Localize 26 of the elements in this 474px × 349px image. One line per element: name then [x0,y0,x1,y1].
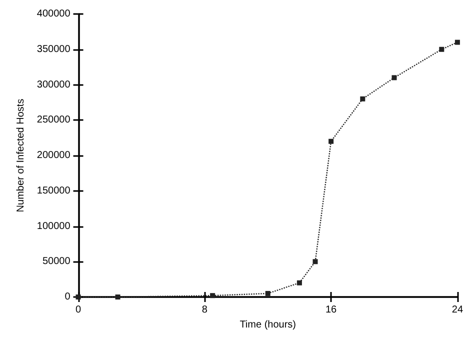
x-tick-label: 8 [202,304,208,316]
y-tick-label: 50000 [42,256,71,268]
y-tick-label: 200000 [36,150,71,161]
point [76,294,81,300]
y-tick-label: 0 [64,292,71,302]
point [210,293,216,298]
y-tick-label: 400000 [36,8,71,20]
x-tick-label: 0 [75,304,82,316]
point [454,40,460,45]
point [392,75,397,80]
point [265,290,270,296]
y-tick-label: 250000 [36,114,71,126]
point [328,138,334,144]
point [439,46,444,52]
y-tick-label: 150000 [36,185,71,196]
point [312,259,318,264]
point [296,280,302,286]
y-tick-label: 350000 [36,44,71,55]
x-tick-label: 24 [452,304,464,316]
y-tick-label: 300000 [36,79,71,90]
y-axis-title: Number of Infected Hosts [16,98,26,212]
x-tick-label: 16 [325,304,338,316]
point [115,294,120,300]
y-tick-label: 100000 [36,220,71,232]
x-axis-title: Time (hours) [240,319,296,330]
point [360,96,366,102]
